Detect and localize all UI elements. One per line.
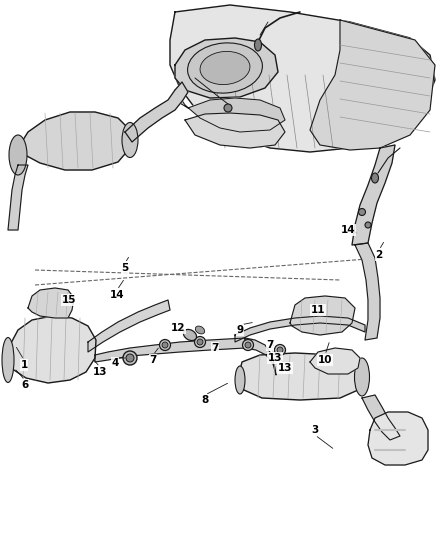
Polygon shape [125, 82, 188, 142]
Text: 12: 12 [171, 323, 185, 333]
Polygon shape [18, 112, 130, 170]
Polygon shape [238, 353, 362, 400]
Polygon shape [355, 243, 380, 340]
Polygon shape [170, 5, 435, 152]
Text: 14: 14 [110, 290, 124, 300]
Text: 4: 4 [111, 358, 119, 368]
Text: 1: 1 [21, 360, 28, 370]
Text: 11: 11 [311, 305, 325, 315]
Text: 10: 10 [318, 355, 332, 365]
Ellipse shape [277, 347, 283, 353]
Ellipse shape [354, 358, 370, 396]
Text: 13: 13 [278, 363, 292, 373]
Text: 7: 7 [211, 343, 219, 353]
Text: 9: 9 [237, 325, 244, 335]
Text: 5: 5 [121, 263, 129, 273]
Polygon shape [8, 316, 96, 383]
Ellipse shape [371, 173, 378, 183]
Polygon shape [8, 165, 28, 230]
Ellipse shape [2, 337, 14, 383]
Ellipse shape [224, 104, 232, 112]
Text: 2: 2 [375, 250, 383, 260]
Ellipse shape [200, 51, 250, 85]
Ellipse shape [245, 342, 251, 348]
Ellipse shape [365, 222, 371, 228]
Polygon shape [362, 395, 400, 440]
Polygon shape [185, 113, 285, 148]
Polygon shape [175, 90, 285, 132]
Ellipse shape [123, 351, 137, 365]
Text: 8: 8 [201, 395, 208, 405]
Polygon shape [310, 20, 435, 150]
Text: 14: 14 [341, 225, 355, 235]
Text: 6: 6 [21, 380, 28, 390]
Polygon shape [368, 412, 428, 465]
Polygon shape [88, 300, 170, 352]
Polygon shape [235, 316, 365, 342]
Ellipse shape [197, 339, 203, 345]
Ellipse shape [235, 366, 245, 394]
Ellipse shape [162, 342, 168, 348]
Polygon shape [28, 288, 74, 318]
Ellipse shape [243, 340, 254, 351]
Polygon shape [95, 338, 245, 362]
Text: 13: 13 [268, 353, 282, 363]
Text: 7: 7 [266, 340, 274, 350]
Text: 7: 7 [149, 355, 157, 365]
Ellipse shape [9, 135, 27, 175]
Polygon shape [310, 348, 360, 374]
Ellipse shape [187, 43, 262, 93]
Text: 15: 15 [62, 295, 76, 305]
Ellipse shape [195, 326, 205, 334]
Ellipse shape [126, 354, 134, 362]
Polygon shape [175, 38, 278, 98]
Polygon shape [352, 145, 395, 245]
Ellipse shape [159, 340, 170, 351]
Ellipse shape [275, 344, 286, 356]
Ellipse shape [254, 39, 261, 51]
Ellipse shape [122, 123, 138, 157]
Ellipse shape [194, 336, 205, 348]
Polygon shape [290, 296, 355, 335]
Text: 3: 3 [311, 425, 318, 435]
Text: 13: 13 [93, 367, 107, 377]
Polygon shape [245, 338, 276, 375]
Ellipse shape [358, 208, 365, 215]
Ellipse shape [184, 329, 197, 341]
